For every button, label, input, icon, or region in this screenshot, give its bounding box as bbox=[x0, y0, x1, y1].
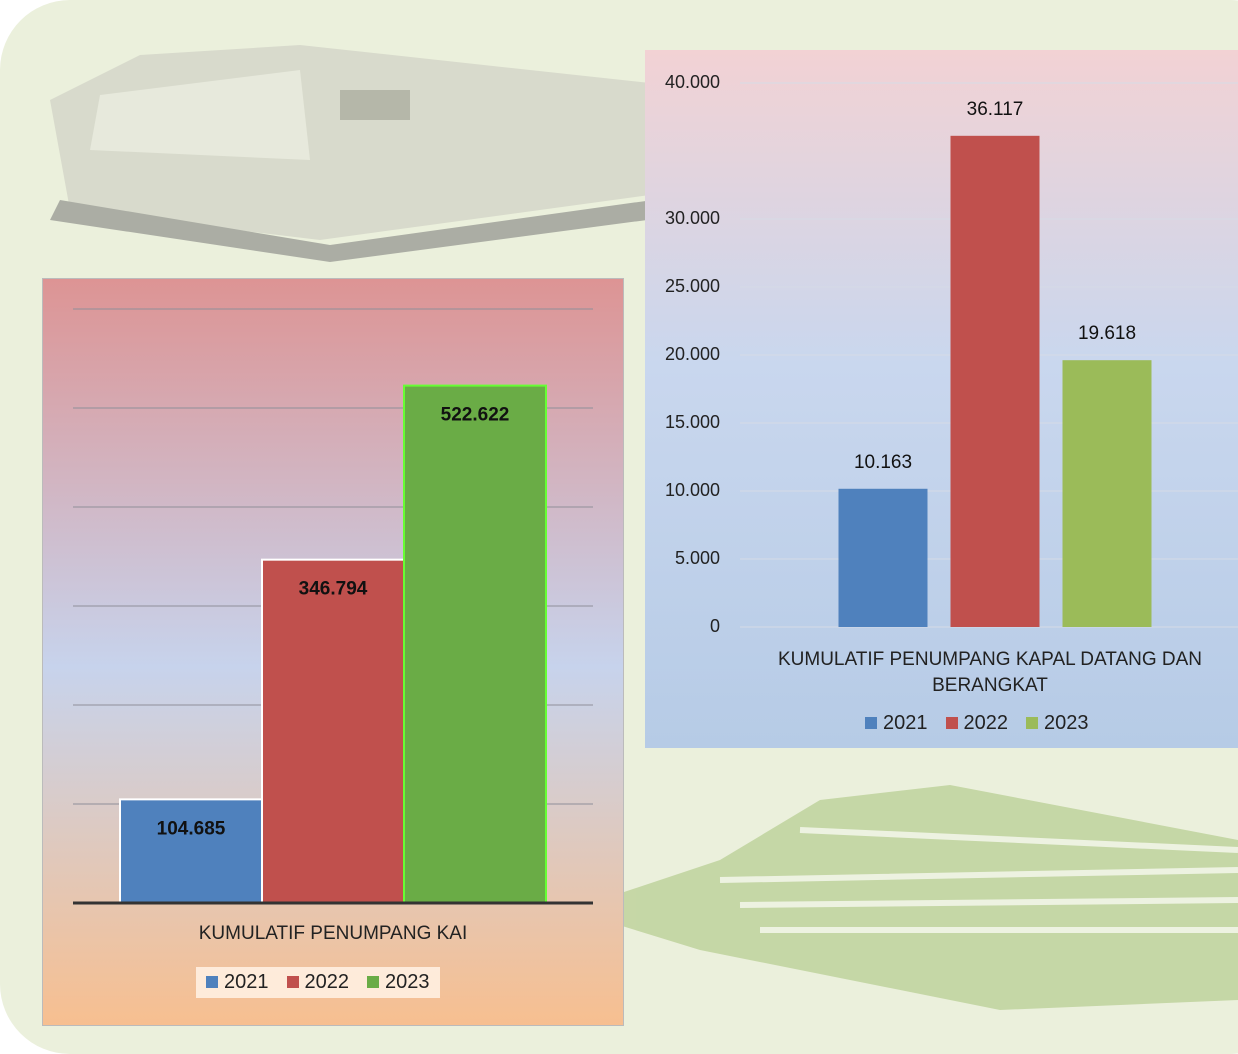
data-label: 36.117 bbox=[967, 99, 1024, 120]
data-label: 346.794 bbox=[299, 579, 368, 600]
category-label: KUMULATIF PENUMPANG KAI bbox=[198, 923, 468, 944]
data-label: 10.163 bbox=[854, 452, 912, 473]
plot: 104.685 346.794 522.622 bbox=[73, 308, 593, 905]
chart-kapal: 0 5.000 10.000 15.000 20.000 25.000 30.000 40.0… bbox=[645, 50, 1238, 748]
legend-item: 2021 bbox=[206, 971, 269, 994]
legend-item: 2022 bbox=[945, 712, 1009, 735]
data-label: 104.685 bbox=[157, 818, 226, 839]
legend-label: 2022 bbox=[304, 971, 350, 993]
ship-illustration bbox=[570, 785, 1238, 1010]
y-tick-label: 0 bbox=[710, 616, 720, 636]
bar bbox=[838, 488, 928, 627]
bar bbox=[119, 798, 263, 905]
y-tick-label: 25.000 bbox=[665, 276, 720, 296]
train-illustration bbox=[50, 45, 760, 262]
bar bbox=[261, 558, 405, 904]
legend-label: 2023 bbox=[385, 971, 430, 993]
legend-swatch bbox=[865, 717, 877, 729]
y-tick-label: 30.000 bbox=[665, 208, 720, 228]
plot: 0 5.000 10.000 15.000 20.000 25.000 30.000 40.0… bbox=[665, 72, 1238, 636]
legend-label: 2021 bbox=[224, 971, 269, 993]
legend-item: 2021 bbox=[865, 712, 928, 735]
legend-label: 2023 bbox=[1044, 712, 1089, 734]
category-label: KUMULATIF PENUMPANG KAPAL DATANG DAN BER… bbox=[777, 649, 1203, 696]
legend-swatch bbox=[945, 717, 958, 729]
legend-label: 2021 bbox=[883, 712, 928, 734]
legend-item: 2022 bbox=[286, 971, 350, 994]
y-tick-label: 15.000 bbox=[665, 412, 720, 432]
y-tick-label: 10.000 bbox=[665, 480, 720, 500]
legend: 2021 2022 2023 bbox=[855, 708, 1099, 739]
bar bbox=[1062, 360, 1152, 627]
chart-kai: 104.685 346.794 522.622 KUMULATIF PENUMPANG… bbox=[42, 278, 624, 1026]
bar bbox=[403, 384, 547, 904]
legend-item: 2023 bbox=[367, 971, 430, 994]
data-label: 522.622 bbox=[441, 405, 510, 426]
legend-swatch bbox=[367, 976, 379, 988]
legend-swatch bbox=[286, 976, 299, 988]
bar bbox=[950, 135, 1040, 627]
y-tick-label: 5.000 bbox=[675, 548, 720, 568]
legend-item: 2023 bbox=[1026, 712, 1089, 735]
y-tick-label: 20.000 bbox=[665, 344, 720, 364]
legend-swatch bbox=[206, 976, 218, 988]
data-label: 19.618 bbox=[1078, 323, 1136, 344]
legend-swatch bbox=[1026, 717, 1038, 729]
y-tick-label: 40.000 bbox=[665, 72, 720, 92]
legend-label: 2022 bbox=[963, 712, 1009, 734]
legend: 2021 2022 2023 bbox=[196, 967, 440, 998]
